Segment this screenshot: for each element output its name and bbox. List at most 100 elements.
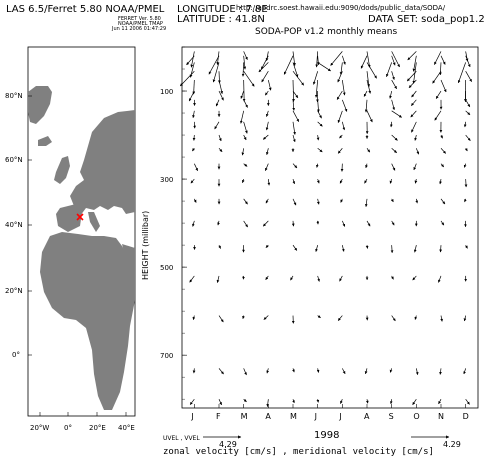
- vector-arrow: [292, 62, 299, 78]
- vector-arrow: [464, 148, 468, 152]
- vector-arrow: [365, 399, 369, 404]
- vector-arrow: [463, 121, 467, 128]
- header-url: http://apdrc.soest.hawaii.edu:9090/dods/…: [236, 4, 446, 12]
- vector-arrow: [243, 163, 248, 167]
- vector-arrow: [391, 99, 396, 111]
- vector-arrow: [243, 121, 248, 134]
- vector-arrow: [292, 244, 298, 251]
- vector-arrow: [463, 315, 467, 322]
- vector-arrow: [364, 198, 368, 207]
- vector-arrow: [440, 79, 447, 93]
- vector-arrow: [341, 245, 345, 252]
- vector-arrow: [290, 275, 294, 281]
- vector-arrow: [264, 90, 269, 96]
- vector-arrow: [440, 148, 446, 154]
- vector-arrow: [263, 315, 269, 320]
- vector-arrow: [317, 62, 331, 72]
- vector-arrow: [389, 90, 393, 99]
- vector-arrow: [366, 51, 371, 68]
- vector-arrow: [410, 99, 417, 106]
- header-small-line-3: Jun 11 2006 01:47:29: [112, 26, 167, 32]
- vector-arrow: [413, 163, 417, 171]
- vector-arrow: [337, 71, 343, 83]
- vector-arrow: [218, 244, 221, 249]
- vector-arrow: [316, 399, 320, 403]
- x-tick-label-N: N: [438, 412, 444, 421]
- vector-arrow: [465, 398, 470, 405]
- vector-arrow: [218, 79, 224, 94]
- vector-arrow: [339, 62, 343, 76]
- vector-arrow: [265, 198, 269, 204]
- chart-title: SODA-POP v1.2 monthly means: [255, 27, 398, 37]
- header-dataset: DATA SET: soda_pop1.2: [368, 14, 485, 25]
- vector-arrow: [412, 275, 417, 281]
- x-tick-label-A: A: [265, 412, 271, 421]
- y-axis: 100 300 500 700: [160, 46, 187, 400]
- vector-arrow: [192, 315, 196, 320]
- vector-arrow: [317, 99, 320, 113]
- y-tick-label: 500: [160, 264, 173, 272]
- vector-arrow: [189, 275, 195, 283]
- vector-arrow: [241, 62, 245, 77]
- vector-arrow: [292, 121, 296, 135]
- vector-arrow: [440, 198, 446, 205]
- vector-arrow: [364, 99, 368, 113]
- vector-arrow: [260, 55, 269, 70]
- vector-arrow: [265, 110, 269, 117]
- vector-arrow: [412, 55, 417, 72]
- unit-vector-value-right: 4.29: [443, 440, 461, 449]
- vector-arrow: [439, 62, 442, 76]
- vector-arrow: [465, 71, 472, 82]
- vector-arrow: [292, 51, 296, 66]
- vector-arrow: [265, 244, 269, 248]
- vector-arrow: [391, 147, 397, 154]
- vector-arrow: [190, 51, 195, 68]
- vector-arrow: [465, 99, 471, 108]
- vector-arrow: [214, 121, 220, 130]
- vector-arrow: [242, 315, 245, 319]
- vector-arrow: [364, 178, 368, 184]
- vector-arrow: [241, 148, 245, 156]
- vector-arrow: [267, 79, 272, 91]
- vector-arrow: [440, 220, 445, 226]
- vector-arrow: [242, 80, 246, 102]
- vector-arrow: [415, 198, 419, 204]
- vector-arrow: [218, 368, 224, 375]
- vector-arrow: [432, 71, 442, 84]
- vector-arrow: [440, 315, 444, 322]
- vector-arrow: [217, 220, 220, 226]
- vector-arrow: [389, 178, 393, 184]
- vector-arrow: [330, 51, 343, 66]
- vector-arrow: [283, 55, 294, 75]
- vector-arrow: [390, 198, 394, 203]
- x-tick-label-O: O: [413, 412, 419, 421]
- vector-arrow: [339, 178, 343, 184]
- x-tick-label-J: J: [338, 412, 341, 421]
- vector-arrow: [341, 121, 346, 131]
- x-tick-label-D: D: [463, 412, 469, 421]
- vector-arrow: [434, 51, 442, 65]
- vector-arrow: [265, 121, 269, 131]
- vector-arrow: [292, 71, 305, 86]
- vector-arrow: [292, 399, 295, 404]
- vector-arrow: [258, 62, 269, 73]
- vector-arrow: [315, 245, 319, 252]
- y-axis-label: HEIGHT (millibar): [141, 211, 150, 280]
- map-ytick-2: 40°N: [5, 221, 23, 229]
- vector-arrow: [243, 398, 247, 403]
- vector-arrow: [410, 110, 417, 118]
- vector-arrow: [342, 220, 346, 227]
- vector-arrow: [186, 55, 195, 66]
- vector-arrow: [439, 368, 442, 375]
- x-tick-label-F: F: [216, 412, 221, 421]
- vector-arrow: [243, 220, 248, 228]
- vector-arrow: [337, 315, 343, 321]
- vector-arrow: [391, 71, 395, 80]
- vector-arrow: [212, 62, 220, 83]
- vector-arrow: [438, 275, 442, 283]
- y-tick-label: 100: [160, 88, 173, 96]
- vector-arrow: [340, 198, 344, 203]
- vector-arrow: [240, 90, 244, 99]
